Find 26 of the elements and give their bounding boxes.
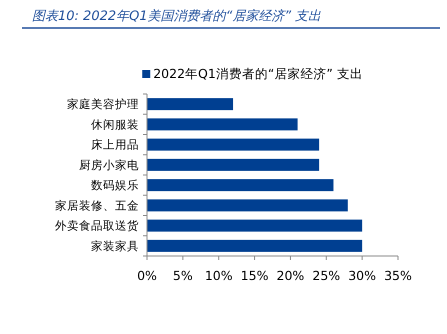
x-tick-label: 10%	[204, 268, 233, 283]
bar	[147, 220, 362, 232]
y-tick-label: 家装家具	[91, 238, 139, 253]
x-tick-label: 15%	[240, 268, 269, 283]
x-tick-label: 20%	[276, 268, 304, 283]
bar	[147, 240, 362, 252]
bar	[147, 199, 348, 212]
x-tick-label: 25%	[312, 268, 340, 283]
x-tick-label: 35%	[384, 268, 412, 283]
y-tick-label: 床上用品	[91, 138, 139, 152]
bar	[147, 118, 298, 130]
legend-label: 2022年Q1消费者的“居家经济” 支出	[153, 66, 363, 81]
y-tick-label: 厨房小家电	[79, 158, 139, 172]
x-tick-label: 30%	[348, 268, 376, 283]
y-tick-label: 家庭美容护理	[67, 97, 139, 112]
y-tick-label: 休闲服装	[91, 117, 139, 132]
bar	[147, 158, 320, 171]
bar	[147, 98, 234, 110]
y-tick-label: 数码娱乐	[91, 178, 139, 192]
chart-title: 图表10: 2022年Q1美国消费者的“居家经济” 支出	[32, 8, 322, 24]
x-tick-label: 0%	[137, 268, 158, 283]
y-tick-label: 家居装修、五金	[55, 198, 139, 212]
y-tick-label: 外卖食品取送货	[55, 218, 139, 233]
bar	[147, 179, 334, 192]
bar	[147, 138, 320, 151]
x-tick-label: 5%	[172, 268, 193, 283]
